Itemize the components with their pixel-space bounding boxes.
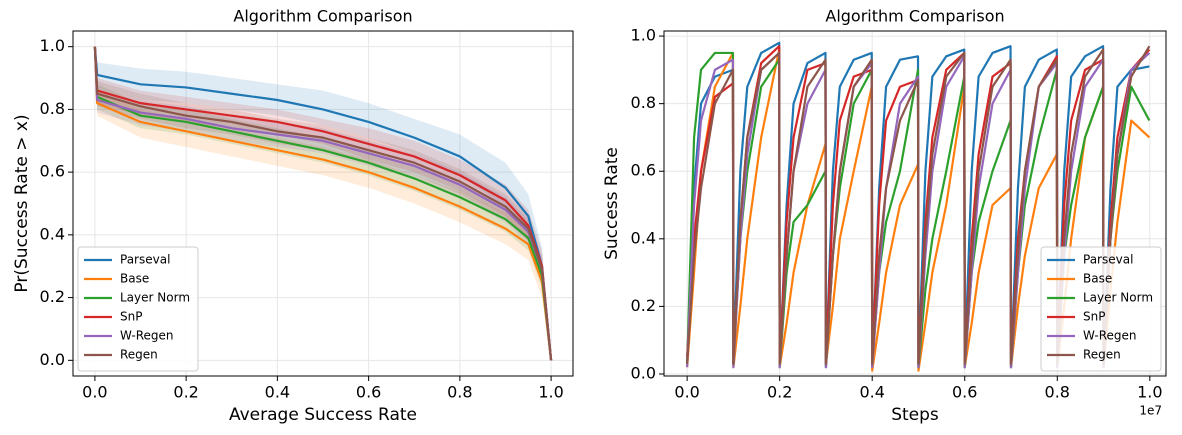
- series-line: [93, 46, 553, 361]
- subplot: 0.0 0.2 0.4 0.6 0.8 1.0 0.0 0.2 0.4 0.6 0.8 1.0 Algo…: [12, 7, 574, 425]
- confidence-band: [94, 46, 552, 361]
- axes-frame: [72, 30, 574, 377]
- series-line: [93, 46, 553, 361]
- x-tick-label: 0.8: [1045, 383, 1070, 402]
- x-tick-label: 0.8: [447, 383, 472, 402]
- y-tick-label: 0.0: [631, 363, 656, 382]
- legend-label: Base: [120, 272, 149, 286]
- y-tick-label: 0.2: [40, 287, 65, 306]
- legend: Parseval Base Layer Norm SnP W-Regen Regen: [1040, 246, 1162, 372]
- y-tick-label: 0.4: [40, 224, 65, 243]
- y-tick-label: 0.2: [631, 296, 656, 315]
- y-axis-label: Success Rate: [602, 147, 622, 260]
- y-tick-label: 0.6: [40, 162, 65, 181]
- legend-label: Layer Norm: [1083, 291, 1153, 305]
- x-offset-label: 1e7: [1139, 404, 1162, 418]
- x-tick-label: 0.4: [859, 383, 884, 402]
- y-tick-label: 0.8: [631, 93, 656, 112]
- legend: Parseval Base Layer Norm SnP W-Regen Regen: [77, 246, 199, 372]
- legend-label: Regen: [1083, 348, 1121, 362]
- series-line: [93, 46, 553, 361]
- x-tick-label: 0.2: [767, 383, 792, 402]
- chart-title: Algorithm Comparison: [233, 7, 412, 26]
- y-tick-label: 0.6: [631, 161, 656, 180]
- chart-title: Algorithm Comparison: [825, 7, 1004, 26]
- legend-label: W-Regen: [120, 329, 174, 343]
- x-tick-label: 1.0: [538, 383, 563, 402]
- confidence-band: [94, 46, 552, 361]
- legend-label: SnP: [120, 310, 142, 324]
- series-line: [93, 46, 553, 361]
- x-tick-label: 0.6: [356, 383, 381, 402]
- y-tick-label: 0.0: [40, 350, 65, 369]
- confidence-band: [94, 46, 552, 361]
- subplot: 0.0 0.2 0.4 0.6 0.8 1.0 0.0 0.2 0.4 0.6 0.8 1.0 Algo…: [602, 7, 1167, 425]
- legend-label: SnP: [1083, 310, 1105, 324]
- legend-label: Parseval: [120, 253, 170, 267]
- legend-label: Base: [1083, 272, 1112, 286]
- confidence-band: [94, 46, 552, 361]
- axes-frame: [663, 30, 1167, 377]
- y-tick-label: 1.0: [40, 36, 65, 55]
- legend-label: W-Regen: [1083, 329, 1137, 343]
- y-tick-label: 0.4: [631, 228, 656, 247]
- y-tick-label: 0.8: [40, 99, 65, 118]
- x-tick-label: 1.0: [1137, 383, 1162, 402]
- legend-label: Parseval: [1083, 253, 1133, 267]
- y-axis-label: Pr(Success Rate > x): [12, 114, 32, 292]
- x-axis-label: Steps: [891, 405, 939, 425]
- x-tick-label: 0.0: [674, 383, 699, 402]
- legend-label: Regen: [120, 348, 158, 362]
- series-line: [93, 46, 553, 361]
- x-tick-label: 0.4: [265, 383, 290, 402]
- x-tick-label: 0.0: [82, 383, 107, 402]
- x-tick-label: 0.6: [952, 383, 977, 402]
- series-line: [93, 46, 553, 361]
- y-tick-label: 1.0: [631, 26, 656, 45]
- x-axis-label: Average Success Rate: [229, 405, 417, 425]
- legend-label: Layer Norm: [120, 291, 190, 305]
- x-tick-label: 0.2: [173, 383, 198, 402]
